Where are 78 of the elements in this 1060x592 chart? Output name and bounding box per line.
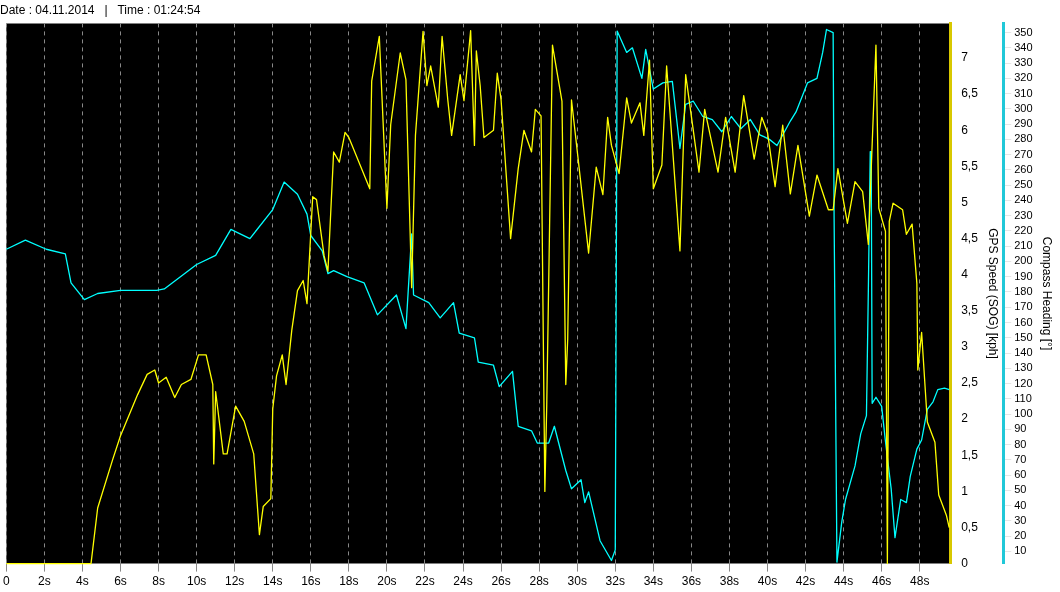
x-tick-label: 4s [76,574,89,589]
x-tick-label: 34s [643,574,663,589]
x-tick-label: 32s [605,574,625,589]
x-tick-label: 24s [453,574,473,589]
y2-tick-label: 170 [1014,300,1033,313]
y-tick-label: 5,5 [961,158,979,173]
y2-tick-label: 290 [1014,117,1033,130]
y2-tick-label: 310 [1014,86,1033,99]
x-tick-label: 22s [415,574,435,589]
y2-tick-label: 130 [1014,361,1033,374]
y2-tick-label: 100 [1014,407,1033,420]
y2-tick-label: 210 [1014,239,1033,252]
x-tick-label: 44s [833,574,854,589]
y-tick-label: 5 [961,194,969,209]
x-tick-label: 14s [263,574,283,589]
y-tick-label: 7 [961,50,969,65]
y-tick-label: 3 [961,339,969,354]
y2-tick-label: 60 [1014,468,1027,481]
y2-tick-label: 270 [1014,147,1033,160]
x-tick-label: 10s [186,574,207,589]
y2-tick-label: 110 [1014,391,1032,404]
y2-tick-label: 250 [1014,178,1033,191]
y2-tick-label: 180 [1014,285,1033,298]
x-tick-label: 6s [114,574,127,589]
y2-tick-label: 20 [1014,529,1027,542]
x-tick-label: 8s [152,574,165,589]
y-tick-label: 2,5 [961,375,979,390]
y2-tick-label: 240 [1014,193,1033,206]
y-tick-label: 3,5 [961,303,979,318]
y2-tick-label: 190 [1014,269,1033,282]
y2-tick-label: 50 [1014,483,1027,496]
y-tick-label: 0 [961,555,969,570]
y2-tick-label: 220 [1014,223,1033,236]
x-tick-label: 30s [567,574,587,589]
x-tick-label: 0 [2,574,10,589]
y2-tick-label: 40 [1014,498,1027,511]
y2-tick-label: 90 [1014,422,1027,435]
y2-tick-label: 200 [1014,254,1033,267]
y-tick-label: 4,5 [961,230,979,245]
x-tick-label: 42s [795,574,816,589]
y2-tick-label: 340 [1014,40,1033,53]
y-tick-label: 6 [961,122,969,137]
x-tick-label: 16s [301,574,321,589]
x-tick-label: 12s [225,574,245,589]
y2-tick-label: 120 [1014,376,1033,389]
x-tick-label: 46s [871,574,892,589]
y2-tick-label: 80 [1014,437,1027,450]
x-tick-label: 28s [529,574,549,589]
y2-axis-title: Compass Heading [°] [1040,236,1055,351]
y-tick-label: 6,5 [961,86,979,101]
y-axis-title: GPS Speed (SOG) [kph] [985,228,1000,359]
x-tick-label: 26s [491,574,511,589]
y2-tick-label: 320 [1014,71,1033,84]
x-tick-label: 2s [38,574,51,589]
y2-tick-label: 30 [1014,513,1027,526]
y2-tick-label: 70 [1014,452,1027,465]
y2-tick-label: 330 [1014,56,1033,69]
y2-tick-label: 160 [1014,315,1033,328]
x-tick-label: 36s [681,574,702,589]
y2-tick-label: 350 [1014,25,1033,38]
y-tick-label: 4 [961,267,969,282]
y-tick-label: 1,5 [961,447,979,462]
x-tick-label: 18s [339,574,359,589]
y2-tick-label: 10 [1014,544,1027,557]
y-tick-label: 1 [961,483,969,498]
x-tick-label: 38s [719,574,740,589]
x-tick-label: 48s [910,574,930,589]
x-tick-label: 20s [377,574,397,589]
y2-tick-label: 230 [1014,208,1033,221]
y2-tick-label: 260 [1014,162,1033,175]
y2-tick-label: 280 [1014,132,1033,145]
y2-tick-label: 140 [1014,346,1033,359]
y-tick-label: 2 [961,411,969,426]
y2-tick-label: 150 [1014,330,1033,343]
y2-tick-label: 300 [1014,101,1033,114]
x-tick-label: 40s [757,574,778,589]
chart-title: Date : 04.11.2014 | Time : 01:24:54 [0,2,201,17]
y-tick-label: 0,5 [961,519,979,534]
